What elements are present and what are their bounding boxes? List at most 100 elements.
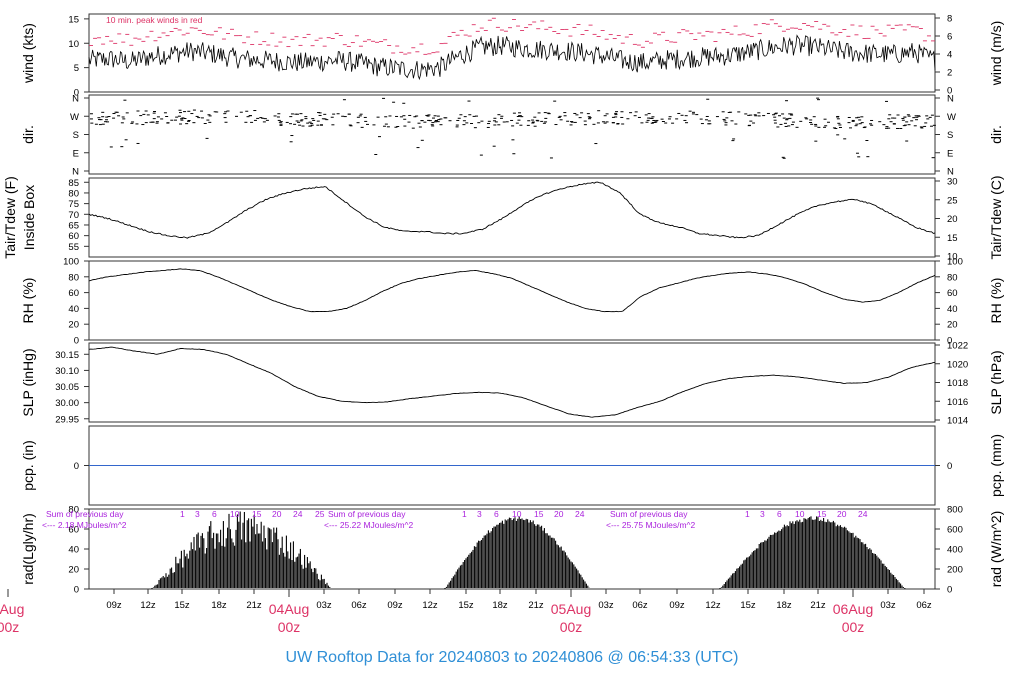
x-tick-label: 12z [140, 600, 156, 611]
rh-left-tick-label: 80 [68, 272, 79, 283]
temp-right-tick-label: 20 [947, 214, 958, 225]
dir-right-tick-label: S [947, 130, 953, 141]
slp-left-tick-label: 30.15 [55, 350, 79, 361]
dir-ylabel-right: dir. [988, 125, 1004, 144]
dir-left-tick-label: W [70, 112, 79, 123]
temp-right-tick-label: 15 [947, 233, 958, 244]
rad-hour-marker: 3 [477, 509, 482, 519]
rad-hour-marker: 24 [575, 509, 585, 519]
x-day-time: 00z [560, 619, 583, 635]
rad-hour-marker: 1 [462, 509, 467, 519]
rad-right-tick-label: 400 [947, 545, 963, 556]
rh-right-tick-label: 60 [947, 288, 958, 299]
rad-hour-marker: 20 [272, 509, 282, 519]
wind-right-tick-label: 0 [947, 86, 952, 97]
x-tick-label: 15z [174, 600, 190, 611]
rad-hour-marker: 3 [760, 509, 765, 519]
slp-ylabel-right: SLP (hPa) [988, 350, 1004, 414]
wind-left-tick-label: 0 [74, 88, 79, 99]
slp-frame [88, 342, 936, 423]
pcp-ylabel-right: pcp. (mm) [988, 434, 1004, 497]
pcp-ylabel-left: pcp. (in) [20, 440, 36, 491]
rad-hour-marker: 20 [554, 509, 564, 519]
x-tick-label: 09z [106, 600, 122, 611]
x-tick-label: 03z [598, 600, 614, 611]
temp-series-line [88, 181, 936, 239]
rad-right-tick-label: 200 [947, 565, 963, 576]
rad-hour-marker: 24 [858, 509, 868, 519]
rad-hour-marker: 20 [837, 509, 847, 519]
x-tick-label: 15z [740, 600, 756, 611]
rad-left-tick-label: 40 [68, 545, 79, 556]
wind-right-tick-label: 2 [947, 68, 952, 79]
temp-left-tick-label: 85 [68, 178, 79, 189]
slp-series-line [88, 346, 936, 418]
slp-left-tick-label: 30.05 [55, 382, 79, 393]
slp-ylabel-left: SLP (inHg) [20, 348, 36, 416]
rh-right-tick-label: 0 [947, 336, 952, 347]
dir-right-tick-label: E [947, 148, 953, 159]
wind-right-tick-label: 6 [947, 32, 952, 43]
rad-annotation-title: Sum of previous day [46, 509, 124, 519]
rh-right-tick-label: 100 [947, 257, 963, 268]
temp-ylabel-right: Tair/Tdew (C) [988, 175, 1004, 259]
rad-hour-marker: 1 [180, 509, 185, 519]
rad-left-tick-label: 60 [68, 525, 79, 536]
rad-annotation-sum: <--- 25.75 MJoules/m^2 [606, 520, 696, 530]
rad-hour-marker: 10 [795, 509, 805, 519]
wind-ylabel-left: wind (kts) [20, 23, 36, 84]
x-day-time: 00z [842, 619, 865, 635]
rad-hour-marker: 6 [494, 509, 499, 519]
dir-right-tick-label: N [947, 94, 954, 105]
x-tick-label: 21z [528, 600, 544, 611]
rad-hour-marker: 6 [212, 509, 217, 519]
wind-annotation: 10 min. peak winds in red [106, 15, 203, 25]
rad-annotation-sum: <--- 2.18 MJoules/m^2 [42, 520, 127, 530]
rad-left-tick-label: 80 [68, 505, 79, 516]
temp-left-tick-label: 75 [68, 199, 79, 210]
rh-series-line [88, 268, 936, 313]
x-tick-label: 06z [351, 600, 367, 611]
panel-slp: 29.95 30.00 30.05 30.10 30.15 1014 1016 1018 102… [20, 341, 1004, 427]
rad-hour-marker: 10 [512, 509, 522, 519]
x-tick-label: 06z [632, 600, 648, 611]
x-day-time: 00z [278, 619, 301, 635]
rad-annotation-sum: <--- 25.22 MJoules/m^2 [324, 520, 414, 530]
x-tick-label: 21z [810, 600, 826, 611]
chart-footer-title: UW Rooftop Data for 20240803 to 20240806… [285, 649, 739, 666]
wind-left-tick-label: 10 [68, 39, 79, 50]
x-tick-label: 15z [458, 600, 474, 611]
slp-left-tick-label: 30.10 [55, 366, 79, 377]
temp-left-tick-label: 80 [68, 188, 79, 199]
temp-frame [88, 177, 936, 258]
slp-right-tick-label: 1014 [947, 416, 968, 427]
x-tick-label: 18z [776, 600, 792, 611]
dir-left-tick-label: N [72, 167, 79, 178]
temp-left-tick-label: 65 [68, 220, 79, 231]
panel-rh: 0 20 40 60 80 100 0 20 40 60 80 100 RH (%) RH (%) [20, 257, 1004, 347]
temp-left-tick-label: 70 [68, 210, 79, 221]
temp-left-tick-label: 55 [68, 242, 79, 253]
slp-left-tick-label: 30.00 [55, 398, 79, 409]
rh-left-tick-label: 100 [63, 257, 79, 268]
x-tick-label: 21z [246, 600, 262, 611]
dir-right-tick-label: W [947, 112, 956, 123]
x-day-label: 3Aug [0, 601, 24, 617]
dir-left-tick-label: S [73, 130, 79, 141]
rad-hour-marker: 24 [293, 509, 303, 519]
panel-pcp: 0 0 pcp. (in) pcp. (mm) [20, 425, 1004, 506]
x-tick-label: 12z [705, 600, 721, 611]
slp-right-tick-label: 1016 [947, 397, 968, 408]
panel-wind: 0 5 10 15 0 2 4 6 8 wind (kts) wind (m/s) 10 min. p… [20, 13, 1004, 99]
rad-annotation-title: Sum of previous day [610, 509, 688, 519]
rad-right-tick-label: 800 [947, 505, 963, 516]
temp-right-tick-label: 25 [947, 195, 958, 206]
dir-left-tick-label: N [72, 94, 79, 105]
rh-right-tick-label: 80 [947, 272, 958, 283]
wind-series-line [88, 34, 936, 81]
x-day-label: 06Aug [833, 601, 873, 617]
slp-left-tick-label: 29.95 [55, 414, 79, 425]
wind-left-tick-label: 15 [68, 14, 79, 25]
